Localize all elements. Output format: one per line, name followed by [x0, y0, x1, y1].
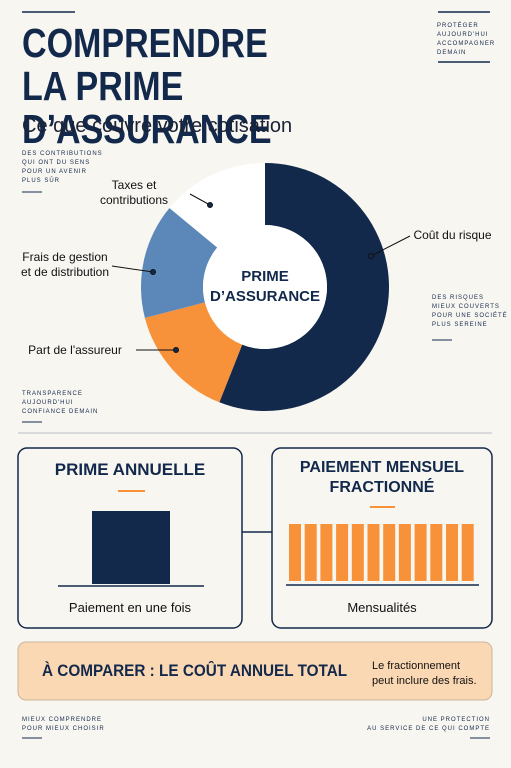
slice-label: Part de l'assureur — [28, 343, 122, 357]
banner-note: Le fractionnement peut inclure des frais… — [372, 660, 477, 687]
side-note: DES RISQUES MIEUX COUVERTS POUR UNE SOCI… — [432, 295, 508, 328]
donut-hole — [203, 225, 327, 349]
monthly-blocks — [289, 524, 474, 581]
title: COMPRENDRE LA PRIME D’ASSURANCE — [22, 20, 272, 152]
box-title: PAIEMENT MENSUEL FRACTIONNÉ — [299, 459, 465, 496]
month-block — [336, 524, 349, 581]
side-note: TRANSPARENCE AUJOURD'HUI CONFIANCE DEMAI… — [22, 391, 99, 415]
side-note: DES CONTRIBUTIONS QUI ONT DU SENS POUR U… — [22, 151, 103, 184]
month-block — [430, 524, 443, 581]
footer-note: MIEUX COMPRENDRE POUR MIEUX CHOISIR — [22, 717, 105, 732]
leaders — [111, 193, 411, 353]
month-block — [461, 524, 474, 581]
subtitle: Ce que couvre votre cotisation — [22, 115, 293, 137]
box-caption: Paiement en une fois — [68, 600, 192, 615]
month-block — [383, 524, 396, 581]
box-title: PRIME ANNUELLE — [54, 460, 206, 479]
donut-slice — [144, 302, 243, 403]
footer-note: UNE PROTECTION AU SERVICE DE CE QUI COMP… — [367, 717, 490, 732]
month-block — [367, 524, 380, 581]
banner-text: À COMPARER : LE COÛT ANNUEL TOTAL — [42, 661, 348, 680]
slice-label: Taxes et contributions — [99, 178, 169, 207]
donut-slice — [219, 163, 389, 411]
decor — [17, 11, 493, 739]
box-caption: Mensualités — [347, 600, 417, 615]
annual-block — [92, 511, 170, 584]
month-block — [320, 524, 333, 581]
month-block — [414, 524, 427, 581]
month-block — [398, 524, 411, 581]
slice-label: Coût du risque — [413, 228, 492, 242]
month-block — [304, 524, 317, 581]
banner-box — [17, 641, 493, 701]
slice-label: Frais de gestion et de distribution — [20, 250, 110, 279]
donut-slice — [169, 163, 265, 248]
tagline: PROTÉGER AUJOURD'HUI ACCOMPAGNER DEMAIN — [437, 23, 496, 56]
month-block — [289, 524, 301, 581]
center-label: PRIME D’ASSURANCE — [209, 268, 320, 305]
month-block — [351, 524, 364, 581]
donut-slice — [141, 207, 218, 318]
donut — [141, 163, 389, 411]
month-block — [446, 524, 458, 581]
